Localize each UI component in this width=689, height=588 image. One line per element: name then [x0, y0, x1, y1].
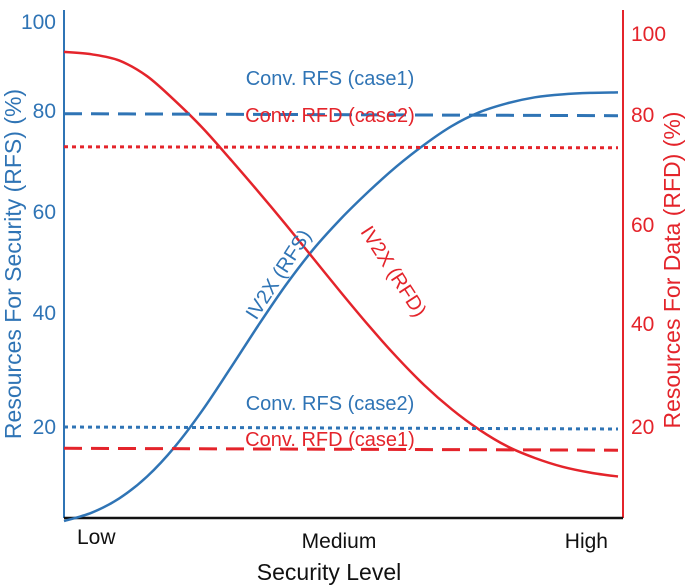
plot-area	[63, 10, 624, 520]
right-tick-label: 100	[631, 23, 666, 46]
x-tick-label-medium: Medium	[302, 530, 377, 553]
right-tick-label: 80	[631, 104, 654, 127]
series-label-conv-rfd-case2: Conv. RFD (case2)	[245, 105, 415, 127]
left-tick-label: 100	[21, 11, 56, 34]
series-label-iv2x-rfs: IV2X (RFS)	[242, 226, 316, 324]
right-tick-label: 40	[631, 313, 654, 336]
left-tick-label: 60	[33, 201, 56, 224]
series-line-iv2x-rfd	[63, 50, 619, 478]
tick-layer: 20 40 60 80 100 20 40 60 80 100 Low Medi…	[21, 11, 666, 553]
series-line-conv-rfs-case1	[63, 112, 619, 118]
label-layer: IV2X (RFS) IV2X (RFD) Conv. RFS (case1) Con…	[242, 68, 431, 451]
x-tick-label-low: Low	[77, 526, 116, 549]
series-label-conv-rfs-case2: Conv. RFS (case2)	[246, 393, 415, 415]
left-tick-label: 40	[33, 302, 56, 325]
right-tick-label: 20	[631, 416, 654, 439]
series-line-iv2x-rfs	[63, 91, 619, 523]
left-tick-label: 80	[33, 100, 56, 123]
x-tick-label-high: High	[565, 530, 608, 553]
series-label-conv-rfs-case1: Conv. RFS (case1)	[246, 68, 415, 90]
left-axis-title: Resources For Security (RFS) (%)	[0, 89, 26, 439]
series-label-iv2x-rfd: IV2X (RFD)	[356, 222, 431, 321]
series-label-conv-rfd-case1: Conv. RFD (case1)	[245, 429, 415, 451]
right-tick-label: 60	[631, 214, 654, 237]
series-line-conv-rfd-case1	[63, 446, 619, 452]
series-line-conv-rfd-case2	[63, 145, 619, 150]
right-axis-title: Resources For Data (RFD) (%)	[659, 112, 685, 429]
x-axis-title: Security Level	[257, 559, 401, 585]
series-layer	[63, 50, 619, 523]
left-tick-label: 20	[33, 416, 56, 439]
